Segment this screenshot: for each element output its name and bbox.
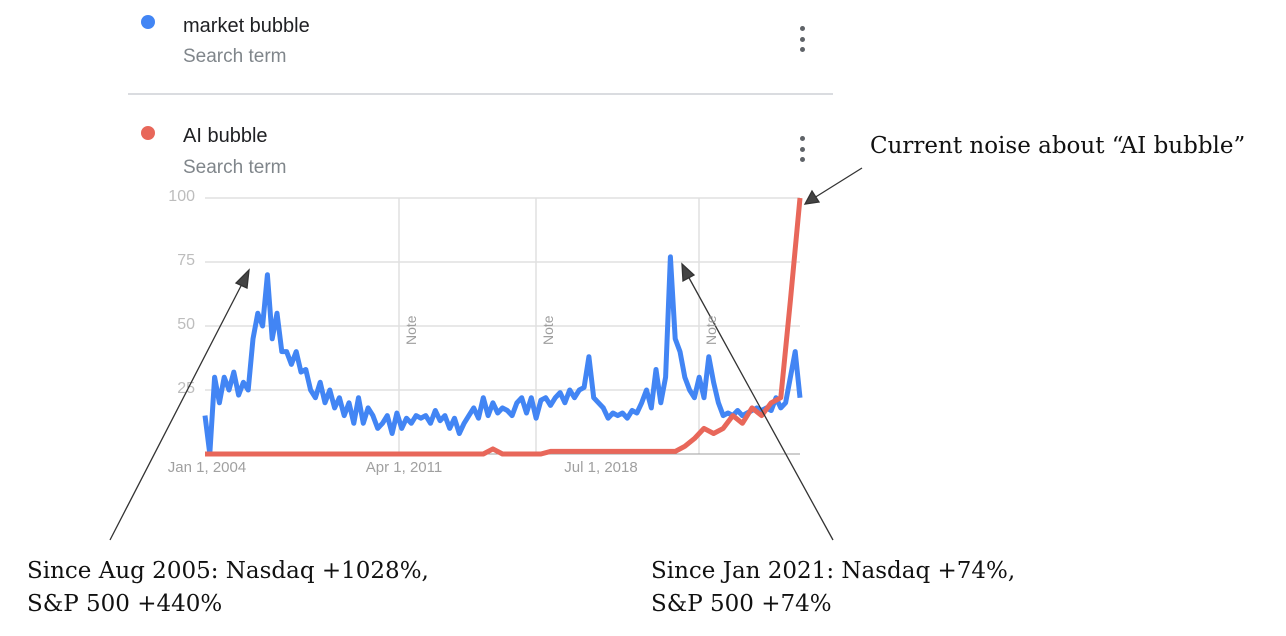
arrow-line (687, 275, 834, 541)
x-tick-label: Apr 1, 2011 (365, 459, 443, 476)
annotation-2005-line1: Since Aug 2005: Nasdaq +1028%, (27, 558, 429, 584)
arrowhead (234, 268, 250, 289)
series-line-market-bubble (202, 254, 803, 457)
legend-subtitle: Search term (183, 157, 287, 178)
x-tick-label: Jul 1, 2018 (564, 459, 638, 476)
legend-term-ai-bubble: AI bubble (183, 125, 268, 147)
legend-divider (128, 93, 833, 95)
note-label[interactable]: Note (540, 315, 556, 345)
annotation-2021-line2: S&P 500 +74% (651, 591, 832, 617)
legend-subtitle: Search term (183, 46, 287, 67)
x-tick-label: Jan 1, 2004 (167, 459, 247, 476)
series-line-ai-bubble (205, 197, 803, 457)
y-tick-label: 100 (168, 188, 195, 205)
y-tick-label: 75 (177, 252, 195, 269)
annotation-ai-bubble: Current noise about “AI bubble” (870, 133, 1246, 159)
arrowhead (803, 189, 821, 205)
y-tick-label: 50 (177, 316, 195, 333)
arrowhead (681, 262, 696, 283)
legend-dot-ai-bubble (141, 126, 155, 140)
arrow-line (109, 281, 244, 541)
more-options-icon[interactable] (797, 136, 807, 162)
annotation-2005-line2: S&P 500 +440% (27, 591, 223, 617)
arrow-line (813, 167, 863, 199)
more-options-icon[interactable] (797, 26, 807, 52)
legend-term-market-bubble: market bubble (183, 15, 310, 37)
note-label[interactable]: Note (703, 315, 719, 345)
note-label[interactable]: Note (403, 315, 419, 345)
annotation-2021-line1: Since Jan 2021: Nasdaq +74%, (651, 558, 1016, 584)
legend-dot-market-bubble (141, 15, 155, 29)
